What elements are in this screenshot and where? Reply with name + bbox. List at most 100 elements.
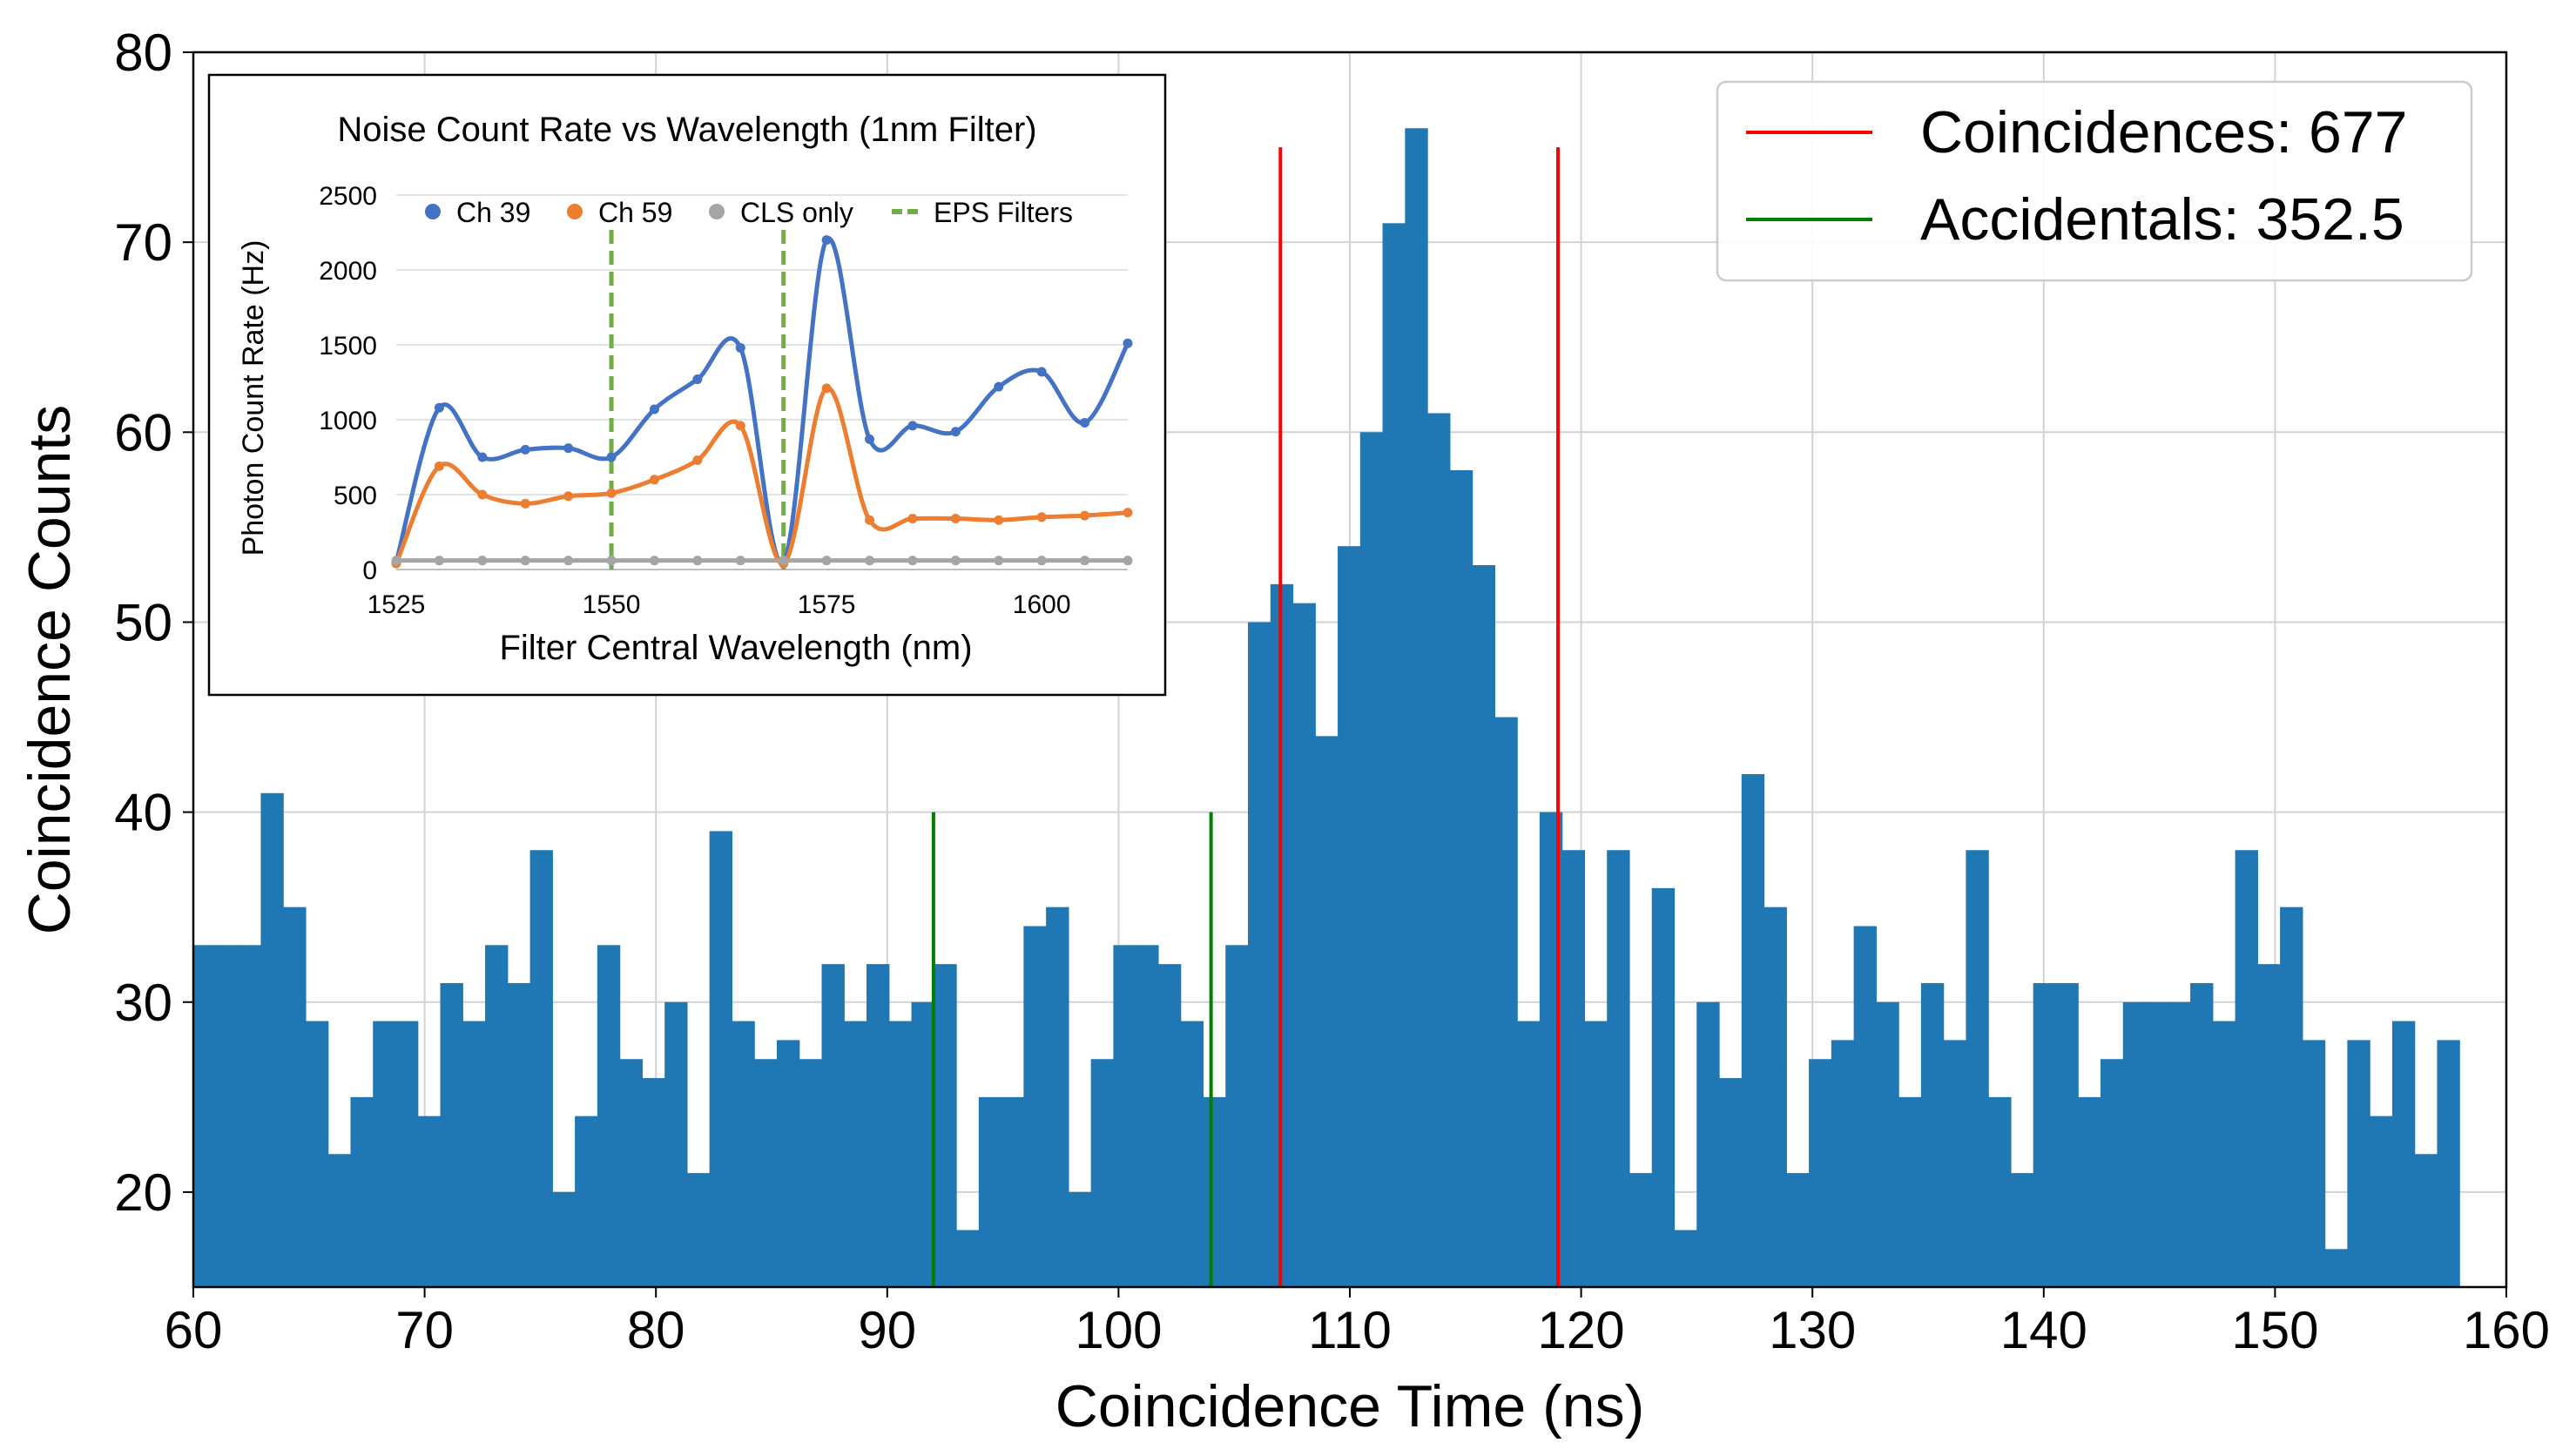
histogram-bar bbox=[597, 945, 621, 1287]
inset-point-ch-59 bbox=[735, 421, 745, 431]
main-axis-ticks: 60 70 80 90 100 110 120 130 140 150 160 20 30 40 50 60 7… bbox=[114, 24, 2550, 1359]
histogram-bar bbox=[1719, 1078, 1743, 1287]
histogram-bar bbox=[709, 831, 733, 1287]
inset-grid bbox=[396, 194, 1128, 570]
histogram-bar bbox=[327, 1154, 352, 1287]
inset-point-ch-39 bbox=[907, 421, 918, 431]
histogram-bar bbox=[2212, 1021, 2236, 1287]
histogram-bar bbox=[193, 945, 217, 1287]
inset-point-cls-only bbox=[1080, 556, 1090, 566]
histogram-bar bbox=[529, 850, 553, 1287]
inset-point-cls-only bbox=[1123, 556, 1133, 566]
inset-point-ch-39 bbox=[649, 404, 659, 415]
inset-y-tick-label: 500 bbox=[334, 482, 377, 510]
histogram-bar bbox=[686, 1173, 711, 1287]
histogram-bar bbox=[1674, 1230, 1697, 1287]
inset-point-ch-59 bbox=[520, 498, 530, 509]
histogram-bar bbox=[462, 1021, 486, 1287]
inset-y-tick-label: 1500 bbox=[319, 332, 377, 361]
inset-y-tick-label: 2500 bbox=[319, 182, 377, 211]
inset-point-cls-only bbox=[434, 556, 444, 566]
histogram-bar bbox=[888, 1021, 913, 1287]
histogram-bar bbox=[2033, 982, 2057, 1287]
histogram-bar bbox=[911, 1001, 934, 1287]
histogram-bar bbox=[1136, 945, 1159, 1287]
inset-point-ch-39 bbox=[1036, 367, 1047, 377]
histogram-bar bbox=[1203, 1096, 1226, 1287]
histogram-bar bbox=[260, 792, 284, 1287]
histogram-bar bbox=[1876, 1001, 1899, 1287]
inset-point-cls-only bbox=[520, 556, 530, 566]
main-histogram-chart: 60 70 80 90 100 110 120 130 140 150 160 20 30 40 50 60 7… bbox=[17, 24, 2550, 1439]
inset-point-ch-39 bbox=[477, 452, 488, 462]
histogram-bar bbox=[2235, 850, 2258, 1287]
inset-point-cls-only bbox=[779, 556, 789, 566]
main-x-tick-label: 80 bbox=[627, 1301, 685, 1359]
main-x-tick-label: 60 bbox=[165, 1301, 223, 1359]
main-y-tick-label: 80 bbox=[114, 24, 172, 82]
histogram-bar bbox=[1472, 565, 1495, 1287]
histogram-bar bbox=[1338, 546, 1361, 1287]
main-x-tick-label: 150 bbox=[2231, 1301, 2318, 1359]
histogram-bar bbox=[1494, 717, 1518, 1287]
histogram-bar bbox=[1763, 907, 1787, 1287]
main-y-tick-label: 20 bbox=[114, 1163, 172, 1222]
inset-point-cls-only bbox=[391, 556, 401, 566]
inset-point-ch-39 bbox=[821, 235, 832, 246]
inset-legend-label-ch59: Ch 59 bbox=[598, 197, 672, 228]
histogram-bar bbox=[1225, 945, 1249, 1287]
inset-point-ch-39 bbox=[1080, 417, 1090, 428]
inset-point-cls-only bbox=[735, 556, 745, 566]
inset-x-axis-label: Filter Central Wavelength (nm) bbox=[499, 629, 972, 667]
histogram-bar bbox=[2145, 1001, 2168, 1287]
main-x-tick-label: 90 bbox=[858, 1301, 916, 1359]
histogram-bar bbox=[350, 1096, 374, 1287]
main-x-tick-label: 140 bbox=[2000, 1301, 2087, 1359]
histogram-bar bbox=[1966, 850, 1989, 1287]
inset-point-ch-39 bbox=[692, 374, 703, 385]
legend-label-accidentals: Accidentals: 352.5 bbox=[1920, 186, 2404, 253]
histogram-bar bbox=[2055, 982, 2079, 1287]
histogram-bar bbox=[754, 1059, 778, 1287]
histogram-bar bbox=[1449, 469, 1473, 1287]
histogram-bar bbox=[395, 1021, 419, 1287]
inset-point-ch-39 bbox=[563, 443, 574, 454]
inset-y-tick-label: 2000 bbox=[319, 257, 377, 286]
histogram-bar bbox=[1405, 128, 1428, 1288]
main-legend: Coincidences: 677 Accidentals: 352.5 bbox=[1716, 80, 2473, 282]
histogram-bar bbox=[238, 945, 262, 1287]
histogram-bars bbox=[193, 128, 2460, 1288]
inset-legend-marker-ch59 bbox=[567, 204, 583, 219]
window-lines bbox=[931, 147, 1561, 1287]
histogram-bar bbox=[1988, 1096, 2012, 1287]
histogram-bar bbox=[1651, 887, 1676, 1287]
inset-axis-ticks: 0 500 1000 1500 2000 2500 1525 1550 1575 1600 bbox=[319, 182, 1070, 619]
histogram-bar bbox=[1696, 1001, 1720, 1287]
histogram-bar bbox=[619, 1059, 643, 1287]
histogram-bar bbox=[1741, 773, 1765, 1287]
histogram-bar bbox=[1292, 603, 1316, 1287]
inset-point-cls-only bbox=[950, 556, 961, 566]
histogram-bar bbox=[844, 1021, 867, 1287]
main-x-tick-label: 100 bbox=[1075, 1301, 1162, 1359]
main-x-tick-label: 160 bbox=[2463, 1301, 2550, 1359]
histogram-bar bbox=[642, 1078, 665, 1287]
histogram-bar bbox=[440, 982, 463, 1287]
histogram-bar bbox=[2101, 1059, 2124, 1287]
inset-point-ch-59 bbox=[477, 489, 488, 500]
histogram-bar bbox=[821, 964, 845, 1287]
inset-point-ch-39 bbox=[950, 427, 961, 437]
histogram-bar bbox=[978, 1096, 1002, 1287]
inset-y-tick-label: 1000 bbox=[319, 407, 377, 435]
inset-point-ch-59 bbox=[649, 475, 659, 485]
inset-point-ch-59 bbox=[907, 514, 918, 524]
histogram-bar bbox=[1786, 1173, 1810, 1287]
main-x-axis-label: Coincidence Time (ns) bbox=[1055, 1373, 1644, 1439]
histogram-bar bbox=[1023, 926, 1047, 1287]
histogram-bar bbox=[1584, 1021, 1608, 1287]
inset-x-tick-label: 1525 bbox=[368, 590, 426, 619]
histogram-bar bbox=[373, 1021, 396, 1287]
inset-point-ch-39 bbox=[994, 381, 1004, 392]
inset-point-cls-only bbox=[649, 556, 659, 566]
inset-legend-marker-ch39 bbox=[425, 204, 441, 219]
